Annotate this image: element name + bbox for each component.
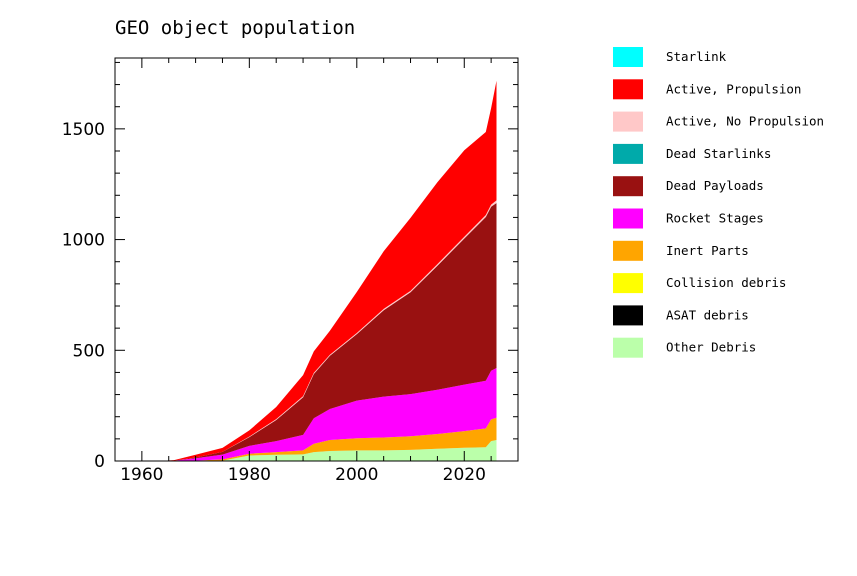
- legend-label-active-propulsion: Active, Propulsion: [666, 81, 801, 96]
- legend: Starlink Active, Propulsion Active, No Pro…: [613, 47, 824, 358]
- legend-label-starlink: Starlink: [666, 49, 727, 64]
- area-other-debris: [125, 440, 497, 461]
- legend-swatch-active-propulsion: [613, 79, 643, 100]
- y-tick-label: 1500: [62, 120, 105, 140]
- legend-label-active-no-propulsion: Active, No Propulsion: [666, 114, 824, 129]
- legend-label-dead-payloads: Dead Payloads: [666, 178, 764, 193]
- legend-label-collision-debris: Collision debris: [666, 275, 786, 290]
- stacked-areas: [125, 80, 497, 462]
- x-tick-label: 2000: [335, 465, 378, 485]
- legend-swatch-inert-parts: [613, 240, 643, 261]
- legend-swatch-starlink: [613, 47, 643, 67]
- x-tick-label: 1980: [228, 465, 271, 485]
- x-tick-label: 2020: [443, 465, 486, 485]
- area-dead-payloads: [125, 203, 497, 461]
- area-rocket-stages: [125, 368, 497, 461]
- legend-label-inert-parts: Inert Parts: [666, 243, 749, 258]
- legend-label-rocket-stages: Rocket Stages: [666, 211, 764, 226]
- legend-label-asat-debris: ASAT debris: [666, 307, 749, 322]
- legend-swatch-active-no-propulsion: [613, 111, 643, 132]
- axes: 1960 1980 2000 2020 0 500 1000 1500: [62, 57, 519, 485]
- y-tick-label: 1000: [62, 231, 105, 251]
- legend-swatch-rocket-stages: [613, 208, 643, 229]
- legend-swatch-other-debris: [613, 337, 643, 358]
- chart-title: GEO object population: [115, 17, 355, 39]
- plot-frame: [114, 57, 519, 462]
- legend-swatch-dead-payloads: [613, 176, 643, 197]
- x-tick-label: 1960: [120, 465, 163, 485]
- area-inert-parts: [125, 417, 497, 461]
- legend-swatch-asat-debris: [613, 305, 643, 326]
- legend-swatch-dead-starlinks: [613, 143, 643, 164]
- legend-swatch-collision-debris: [613, 273, 643, 294]
- legend-label-dead-starlinks: Dead Starlinks: [666, 146, 771, 161]
- y-tick-label: 500: [73, 341, 105, 361]
- y-tick-label: 0: [94, 452, 105, 472]
- area-active-propulsion: [125, 80, 497, 462]
- legend-label-other-debris: Other Debris: [666, 340, 756, 355]
